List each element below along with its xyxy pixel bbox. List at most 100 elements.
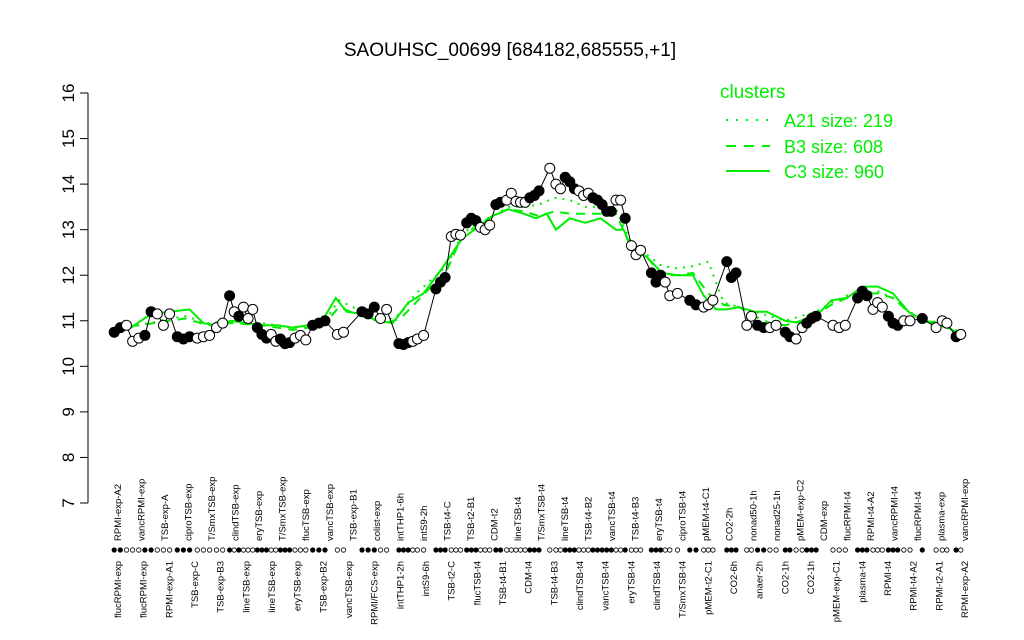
rug-mark <box>303 547 309 553</box>
sample-point <box>916 313 928 324</box>
rug-mark <box>576 547 582 553</box>
x-label-upper: CDM-t2 <box>489 508 500 541</box>
rug-mark <box>701 547 707 553</box>
rug-mark <box>220 547 226 553</box>
rug-mark <box>859 547 865 553</box>
rug-mark <box>468 547 474 553</box>
rug-mark <box>310 547 316 553</box>
rug-mark <box>359 547 365 553</box>
rug-mark <box>864 547 870 553</box>
rug-mark <box>277 547 283 553</box>
x-label-upper: intTHP1-6h <box>395 493 406 541</box>
rug-mark <box>808 547 815 553</box>
rug-mark <box>667 547 673 553</box>
rug-mark <box>517 547 524 553</box>
rug-mark <box>748 547 755 553</box>
x-label-upper: T/SmxTSB-exp <box>278 477 289 541</box>
rug-mark <box>879 547 885 553</box>
rug-mark <box>504 547 510 553</box>
x-label-lower: intTHP1-2h <box>395 561 406 609</box>
rug-mark <box>442 547 448 553</box>
x-label-lower: pMEM-t2-C1 <box>703 561 714 615</box>
rug-mark <box>648 547 655 553</box>
rug-mark <box>657 547 664 553</box>
rug-mark <box>194 547 200 553</box>
sample-point <box>672 287 683 299</box>
x-label-upper: intS9-2h <box>419 506 430 541</box>
x-label-lower: RPMI-t2-A1 <box>934 561 945 611</box>
rug-mark <box>782 547 788 553</box>
rug-mark <box>482 547 488 553</box>
rug-mark <box>933 547 939 553</box>
rug-mark <box>231 547 237 553</box>
y-tick-label: 11 <box>59 312 78 330</box>
x-label-upper: TSB-t4-C <box>442 501 453 541</box>
rug-mark <box>292 547 298 553</box>
sample-point <box>247 303 259 315</box>
x-label-upper: TSB-t4-B2 <box>584 497 595 541</box>
sample-point <box>164 308 176 320</box>
x-label-lower: intS9-6h <box>421 561 432 596</box>
rug-mark <box>396 547 402 553</box>
rug-mark <box>693 547 699 553</box>
x-label-upper: TSB-exp-B1 <box>348 489 359 541</box>
y-tick-label: 14 <box>59 175 78 194</box>
rug-mark <box>628 547 635 553</box>
sample-point <box>730 267 742 279</box>
rug-mark <box>111 547 117 553</box>
sample-point <box>741 319 753 331</box>
x-label-lower: RPMI-exp-A1 <box>164 561 175 618</box>
x-label-lower: eryTSB-exp <box>293 561 304 611</box>
rug-mark <box>207 547 213 553</box>
rug-mark <box>250 547 256 553</box>
y-tick-label: 15 <box>59 129 78 148</box>
x-label-upper: lineTSB-t4 <box>560 497 571 541</box>
rug-mark <box>167 547 173 553</box>
rug-mark <box>531 547 538 553</box>
sample-point <box>455 229 466 241</box>
rug-mark <box>513 547 519 553</box>
rug-mark <box>316 547 322 553</box>
x-label-upper: pMEM-t4-C1 <box>701 487 712 541</box>
rug-mark <box>273 547 279 553</box>
x-label-lower: TSB-t4-B1 <box>498 561 509 605</box>
x-label-upper: nonad50-1h <box>748 490 759 541</box>
sample-points <box>108 162 967 350</box>
rug-mark <box>282 547 288 553</box>
rug-mark <box>836 547 842 553</box>
x-label-upper: lineTSB-t4 <box>513 497 524 541</box>
x-label-upper: colist-exp <box>372 501 383 541</box>
x-label-upper: TSB-t2-B1 <box>466 497 477 541</box>
y-axis: 7 8 9 10 11 12 13 14 15 16 <box>59 84 89 508</box>
rug-mark <box>710 547 716 553</box>
rug-mark <box>919 547 925 553</box>
sample-point <box>204 329 216 341</box>
x-label-lower: flucTSB-t4 <box>472 561 483 605</box>
rug-mark <box>236 547 242 553</box>
sample-point <box>904 315 916 327</box>
rug-mark <box>674 547 681 553</box>
legend-label-a21: A21 size: 219 <box>784 111 893 131</box>
x-label-upper: T/SmxTSB-exp <box>207 477 218 541</box>
rug-mark <box>895 547 901 553</box>
x-label-lower: plasma-t4 <box>857 561 868 603</box>
rug-mark <box>200 547 206 553</box>
x-label-upper: ciproTSB-t4 <box>678 491 689 541</box>
x-label-upper: nonad25-1h <box>772 490 783 541</box>
sample-point <box>375 313 386 324</box>
rug-mark <box>728 547 735 553</box>
sample-point <box>955 328 967 340</box>
rug-mark <box>268 547 274 553</box>
x-label-lower: TSB-exp-B2 <box>318 561 329 613</box>
sample-point <box>139 329 151 341</box>
rug-mark <box>508 547 514 553</box>
rug-mark <box>767 547 773 553</box>
rug-mark <box>154 547 160 553</box>
rug-mark <box>187 547 193 553</box>
rug-mark <box>437 547 444 553</box>
rug-mark <box>117 547 123 553</box>
rug-mark <box>536 547 542 553</box>
rug-mark <box>733 547 739 553</box>
sample-point <box>790 333 802 345</box>
rug-mark <box>477 547 484 553</box>
